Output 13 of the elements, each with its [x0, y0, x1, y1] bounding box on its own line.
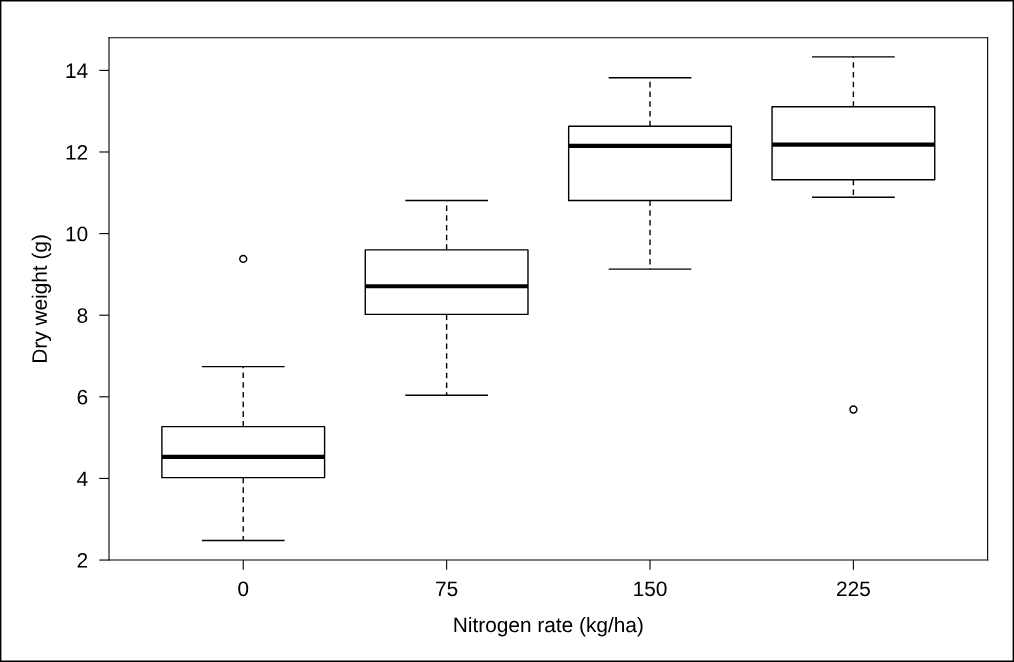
y-tick-label: 4: [77, 471, 88, 486]
x-tick-label: 0: [238, 581, 249, 597]
y-tick-label: 6: [77, 389, 88, 405]
x-axis-title: Nitrogen rate (kg/ha): [454, 616, 643, 637]
y-tick-label: 12: [66, 144, 88, 160]
x-tick-label: 75: [436, 581, 458, 597]
x-tick-label: 225: [837, 581, 870, 597]
y-tick-label: 10: [66, 226, 88, 242]
y-tick-label: 8: [77, 308, 88, 323]
y-tick-label: 14: [66, 63, 88, 78]
x-tick-label: 150: [634, 581, 667, 597]
y-axis-title: Dry weight (g): [31, 235, 52, 363]
y-tick-label: 2: [77, 553, 88, 568]
